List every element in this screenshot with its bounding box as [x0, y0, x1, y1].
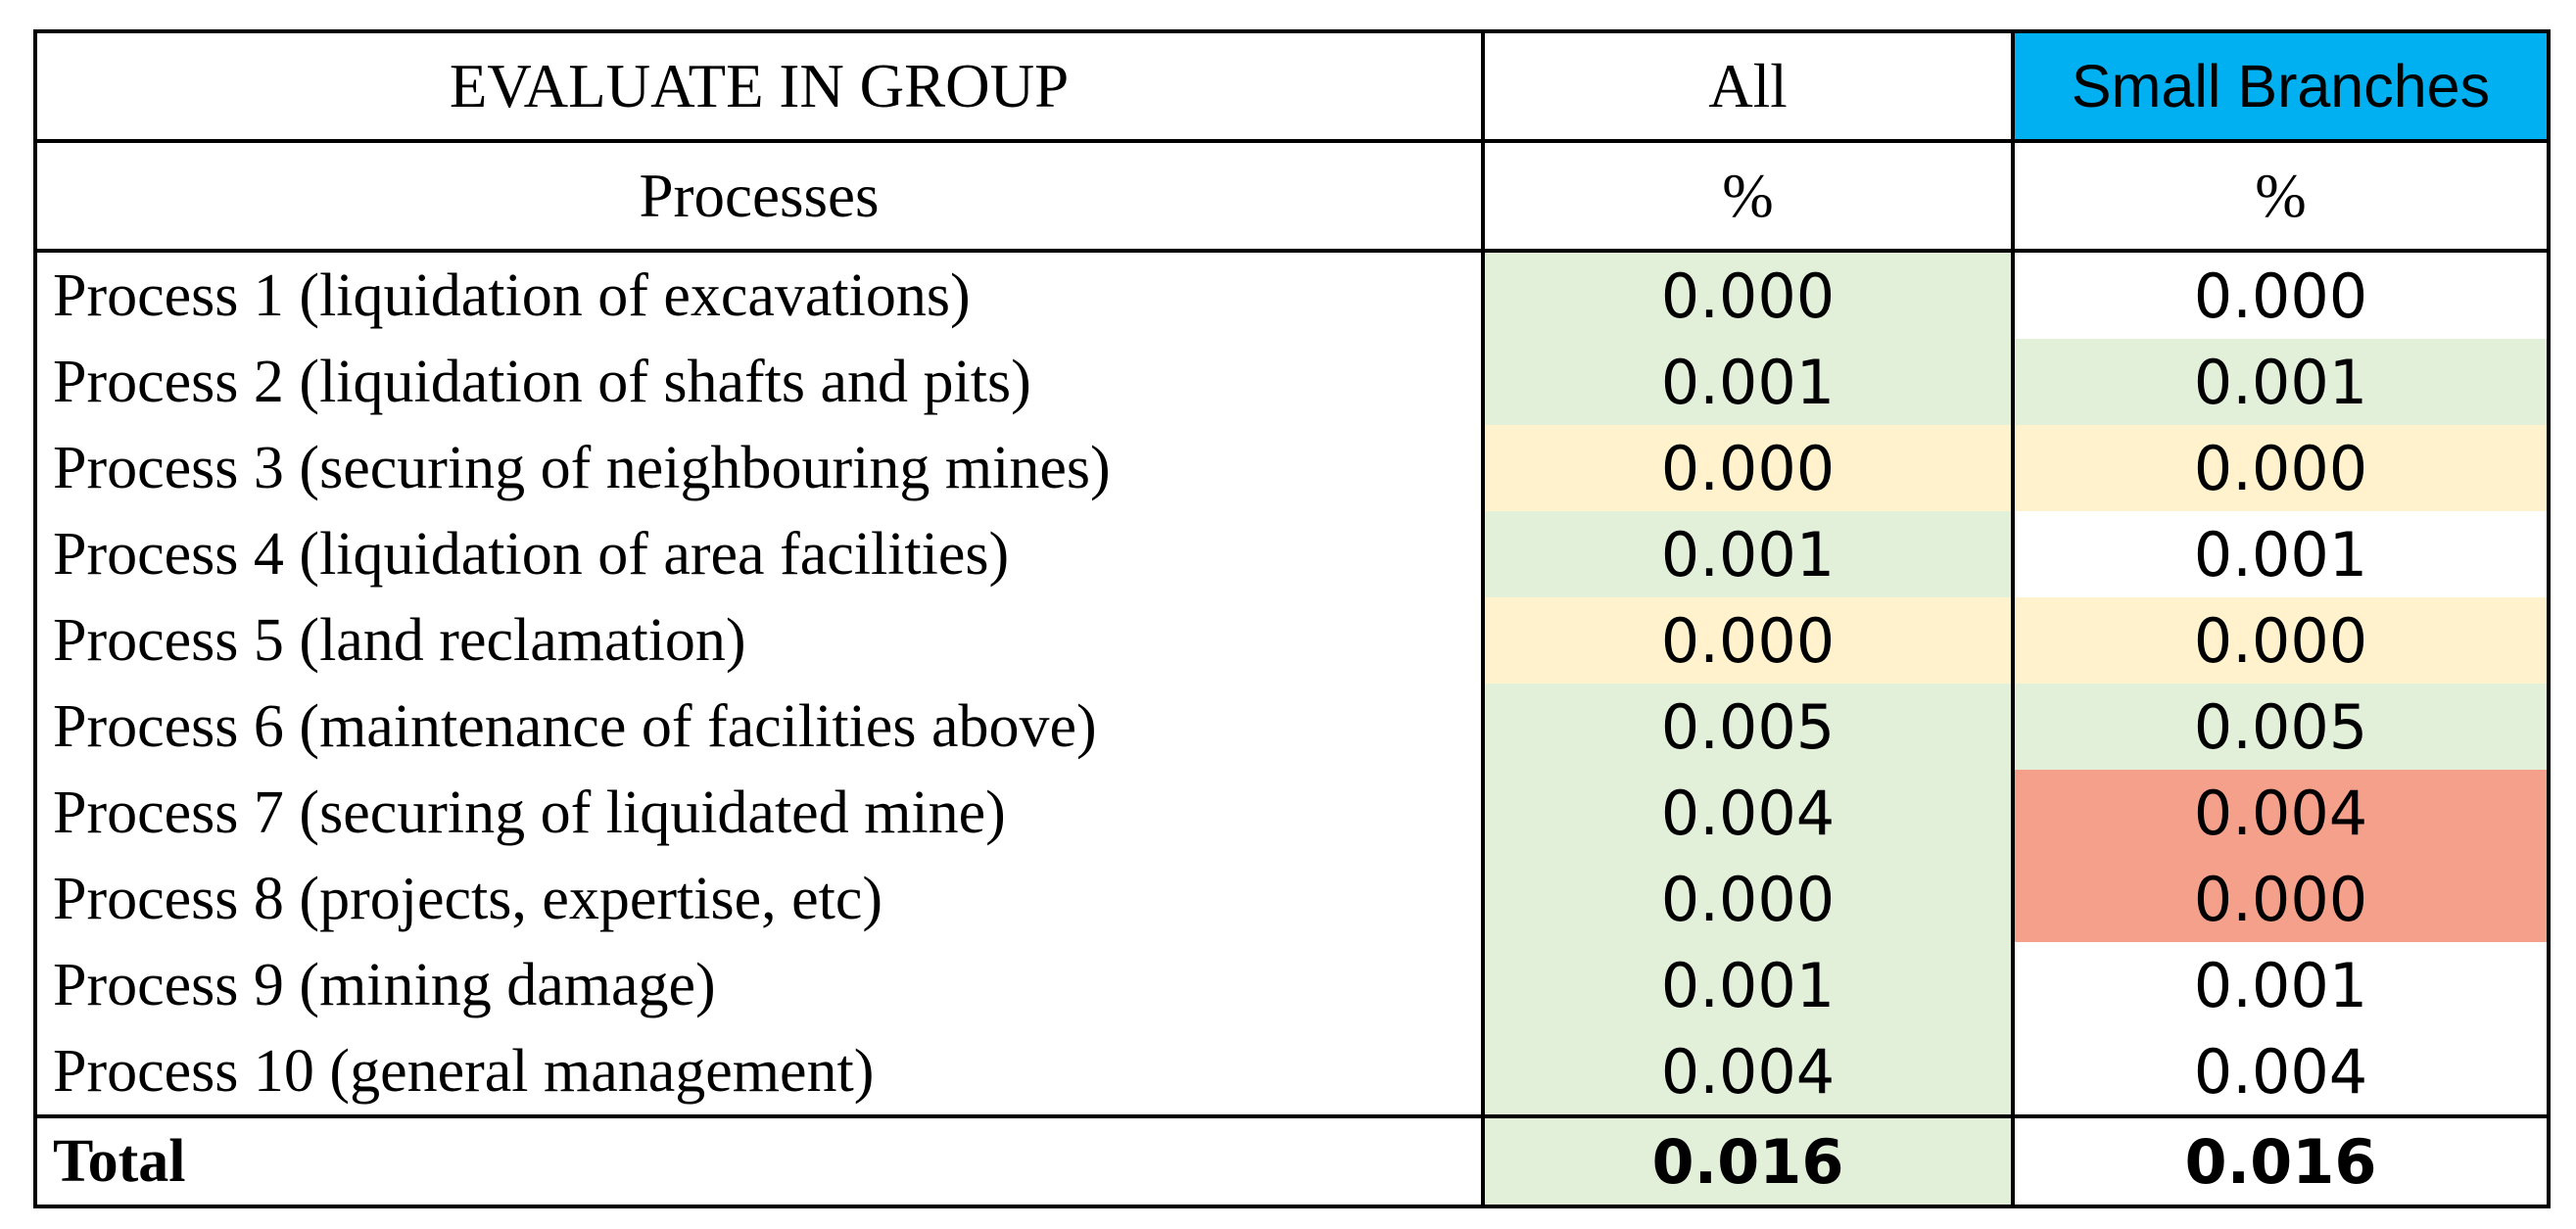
total-row: Total 0.016 0.016 — [33, 1114, 2551, 1208]
small-branches-value: 0.001 — [2011, 339, 2551, 425]
all-column-header: All — [1481, 29, 2015, 143]
table-row: Process 4 (liquidation of area facilitie… — [33, 511, 2551, 597]
process-label: Process 1 (liquidation of excavations) — [33, 251, 1485, 339]
all-value: 0.000 — [1481, 856, 2015, 942]
total-all-value: 0.016 — [1481, 1114, 2015, 1208]
table-row: Process 7 (securing of liquidated mine) … — [33, 770, 2551, 856]
all-value: 0.005 — [1481, 684, 2015, 770]
process-label: Process 8 (projects, expertise, etc) — [33, 856, 1485, 942]
all-value: 0.001 — [1481, 339, 2015, 425]
total-small-branches-value: 0.016 — [2011, 1114, 2551, 1208]
small-branches-value: 0.000 — [2011, 856, 2551, 942]
all-value: 0.004 — [1481, 770, 2015, 856]
all-value: 0.000 — [1481, 251, 2015, 339]
small-branches-value: 0.001 — [2011, 511, 2551, 597]
table-row: Process 6 (maintenance of facilities abo… — [33, 684, 2551, 770]
all-value: 0.000 — [1481, 597, 2015, 684]
small-branches-value: 0.001 — [2011, 942, 2551, 1028]
process-label: Process 6 (maintenance of facilities abo… — [33, 684, 1485, 770]
all-value: 0.004 — [1481, 1028, 2015, 1116]
process-label: Process 7 (securing of liquidated mine) — [33, 770, 1485, 856]
table-row: Process 1 (liquidation of excavations) 0… — [33, 251, 2551, 339]
process-label: Process 10 (general management) — [33, 1028, 1485, 1116]
process-label: Process 3 (securing of neighbouring mine… — [33, 425, 1485, 511]
small-branches-value: 0.000 — [2011, 425, 2551, 511]
total-label: Total — [33, 1114, 1485, 1208]
group-header-cell: EVALUATE IN GROUP — [33, 29, 1485, 143]
small-branches-unit-header: % — [2011, 139, 2551, 253]
table-row: Process 8 (projects, expertise, etc) 0.0… — [33, 856, 2551, 942]
small-branches-value: 0.004 — [2011, 770, 2551, 856]
table-row: Process 3 (securing of neighbouring mine… — [33, 425, 2551, 511]
small-branches-value: 0.000 — [2011, 597, 2551, 684]
processes-header: Processes — [33, 139, 1485, 253]
table-row: Process 2 (liquidation of shafts and pit… — [33, 339, 2551, 425]
small-branches-value: 0.004 — [2011, 1028, 2551, 1116]
table-row: Process 5 (land reclamation) 0.000 0.000 — [33, 597, 2551, 684]
small-branches-value: 0.000 — [2011, 251, 2551, 339]
process-evaluation-table: EVALUATE IN GROUP All Small Branches Pro… — [33, 29, 2551, 1208]
subheader-row: Processes % % — [33, 139, 2551, 253]
process-label: Process 5 (land reclamation) — [33, 597, 1485, 684]
all-unit-header: % — [1481, 139, 2015, 253]
process-label: Process 9 (mining damage) — [33, 942, 1485, 1028]
all-value: 0.000 — [1481, 425, 2015, 511]
small-branches-value: 0.005 — [2011, 684, 2551, 770]
table-row: Process 9 (mining damage) 0.001 0.001 — [33, 942, 2551, 1028]
small-branches-column-header: Small Branches — [2011, 29, 2551, 143]
table-row: Process 10 (general management) 0.004 0.… — [33, 1028, 2551, 1116]
header-row: EVALUATE IN GROUP All Small Branches — [33, 29, 2551, 143]
all-value: 0.001 — [1481, 942, 2015, 1028]
process-label: Process 2 (liquidation of shafts and pit… — [33, 339, 1485, 425]
process-label: Process 4 (liquidation of area facilitie… — [33, 511, 1485, 597]
all-value: 0.001 — [1481, 511, 2015, 597]
